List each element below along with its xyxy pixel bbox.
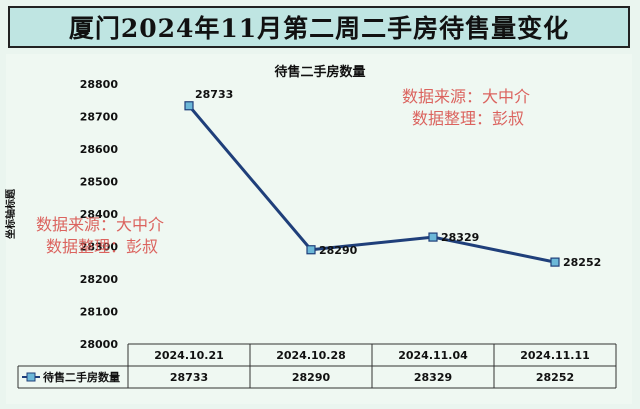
y-tick-label: 28300 xyxy=(80,241,119,254)
title-banner: 厦门2024年11月第二周二手房待售量变化 xyxy=(8,6,630,48)
watermark-source: 数据来源：大中介 xyxy=(402,87,531,106)
watermark-author: 数据整理：彭叔 xyxy=(46,237,159,256)
table-value-cell: 28733 xyxy=(170,371,208,384)
x-category-label: 2024.11.04 xyxy=(398,349,468,362)
x-category-label: 2024.10.21 xyxy=(154,349,224,362)
y-tick-label: 28800 xyxy=(80,78,119,91)
watermark-left: 数据来源：大中介 数据整理：彭叔 xyxy=(36,214,164,258)
data-label: 28252 xyxy=(563,256,601,269)
y-tick-label: 28000 xyxy=(80,338,119,351)
data-point-marker xyxy=(428,232,438,242)
data-point-marker xyxy=(306,245,316,255)
data-point-marker xyxy=(184,101,194,111)
data-label: 28290 xyxy=(319,244,358,257)
data-point-marker xyxy=(550,257,560,267)
watermark-top-right: 数据来源：大中介 数据整理：彭叔 xyxy=(402,86,530,130)
legend-series-name: 待售二手房数量 xyxy=(42,370,120,384)
y-tick-label: 28700 xyxy=(80,111,119,124)
y-tick-label: 28400 xyxy=(80,208,119,221)
legend-marker-key xyxy=(26,372,36,382)
watermark-author: 数据整理：彭叔 xyxy=(412,109,525,128)
series-line xyxy=(187,104,556,264)
y-tick-label: 28100 xyxy=(80,306,119,319)
y-tick-label: 28500 xyxy=(80,176,119,189)
chart-title: 待售二手房数量 xyxy=(273,64,365,80)
table-value-cell: 28329 xyxy=(414,371,452,384)
table-value-cell: 28252 xyxy=(536,371,574,384)
data-label: 28733 xyxy=(195,88,233,101)
y-tick-label: 28200 xyxy=(80,273,119,286)
table-value-cell: 28290 xyxy=(292,371,331,384)
watermark-source: 数据来源：大中介 xyxy=(36,215,165,234)
plot-background xyxy=(6,54,632,404)
page-title: 厦门2024年11月第二周二手房待售量变化 xyxy=(68,14,570,43)
y-axis-title: 坐标轴标题 xyxy=(4,188,17,239)
x-category-label: 2024.10.28 xyxy=(276,349,346,362)
x-category-label: 2024.11.11 xyxy=(520,349,590,362)
data-label: 28329 xyxy=(441,231,479,244)
y-tick-label: 28600 xyxy=(80,143,119,156)
